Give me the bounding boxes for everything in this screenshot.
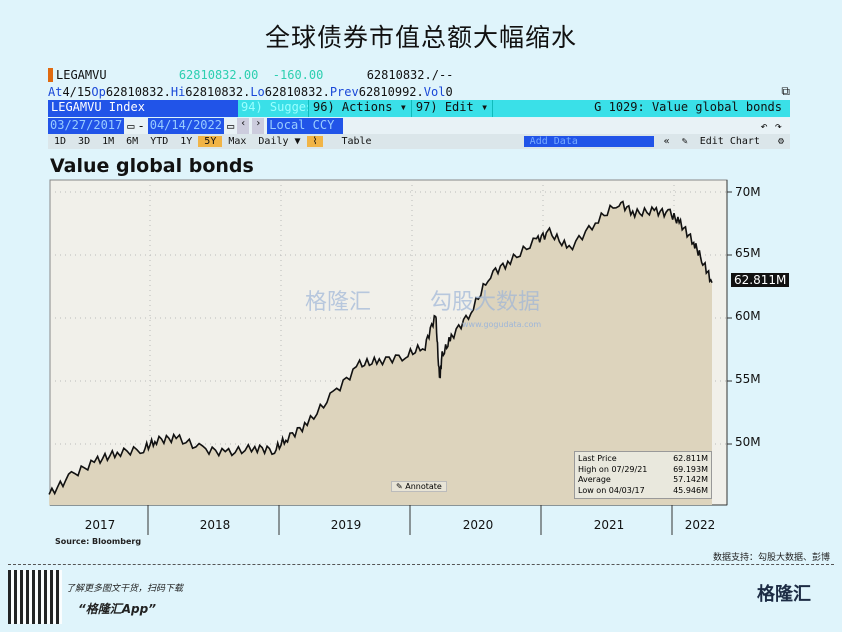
- legend-item: High on 07/29/21 69.193M: [578, 464, 708, 474]
- command-bar: LEGAMVU Index 94) Suggested Charts 96) A…: [48, 100, 790, 117]
- y-tick-label: 55M: [735, 372, 761, 386]
- suggested-charts-button[interactable]: 94) Suggested Charts: [238, 100, 308, 117]
- last-price: 62810832.00: [178, 67, 259, 82]
- vol-value: 0: [445, 84, 453, 99]
- at-value: 4/15: [62, 84, 92, 99]
- undo-icon[interactable]: ↶ ↷: [760, 119, 782, 133]
- legend-item: Low on 04/03/17 45.946M: [578, 485, 708, 495]
- y-tick-label: 50M: [735, 435, 761, 449]
- watermark-brand-2: 勾股大数据: [430, 290, 541, 315]
- period-1d[interactable]: 1D: [54, 136, 67, 147]
- chart-legend: Last Price 62.811M High on 07/29/21 69.193…: [574, 451, 712, 499]
- y-tick-label: 70M: [735, 185, 761, 199]
- at-label: At: [48, 84, 63, 99]
- divider: [8, 564, 834, 565]
- lo-value: 62810832.: [264, 84, 330, 99]
- add-data-input[interactable]: Add Data: [523, 136, 654, 147]
- period-row: 1D 3D 1M 6M YTD 1Y 5Y Max Daily ▼ ⌇ Tabl…: [48, 134, 790, 149]
- index-field[interactable]: LEGAMVU Index: [48, 100, 238, 117]
- last-value-label: 62.811M: [731, 273, 790, 287]
- annotate-label: Annotate: [405, 482, 442, 491]
- lo-label: Lo: [250, 84, 265, 99]
- ticker-symbol: LEGAMVU: [56, 67, 107, 82]
- annotate-button[interactable]: ✎ Annotate: [391, 481, 447, 492]
- x-tick-label: 2021: [593, 518, 625, 532]
- x-tick-label: 2020: [462, 518, 494, 532]
- period-ytd[interactable]: YTD: [150, 136, 169, 147]
- start-date-input[interactable]: 03/27/2017: [48, 118, 125, 134]
- bloomberg-terminal-panel: LEGAMVU 62810832.00 -160.00 62810832./--…: [48, 66, 790, 149]
- ticker-marker: [48, 67, 53, 82]
- end-date-input[interactable]: 04/14/2022: [147, 118, 224, 134]
- x-tick-label: 2018: [199, 518, 231, 532]
- period-max[interactable]: Max: [228, 136, 247, 147]
- chart-type-icon[interactable]: ⌇: [306, 136, 324, 147]
- legend-item: Last Price 62.811M: [578, 454, 708, 463]
- watermark-brand: 格隆汇: [305, 290, 372, 315]
- prev-value: 62810992.: [358, 84, 424, 99]
- y-tick-label: 65M: [735, 246, 761, 260]
- period-3d[interactable]: 3D: [78, 136, 91, 147]
- series-line: [48, 200, 713, 496]
- data-support: 数据支持：勾股大数据、彭博: [712, 553, 830, 563]
- chart-source: Source: Bloomberg: [55, 537, 142, 546]
- page-title: 全球债券市值总额大幅缩水: [264, 23, 577, 52]
- x-tick-label: 2017: [84, 518, 116, 532]
- edit-menu[interactable]: 97) Edit ▾: [410, 100, 493, 117]
- y-tick-label: 60M: [735, 309, 761, 323]
- app-name: “格隆汇App”: [78, 602, 156, 616]
- actions-menu[interactable]: 96) Actions ▾: [308, 100, 411, 117]
- period-6m[interactable]: 6M: [126, 136, 139, 147]
- op-value: 62810832.: [105, 84, 171, 99]
- period-5y[interactable]: 5Y: [198, 136, 223, 147]
- table-button[interactable]: Table: [341, 136, 372, 147]
- x-tick-label: 2019: [330, 518, 362, 532]
- hi-value: 62810832.: [185, 84, 251, 99]
- edit-chart-label: Edit Chart: [699, 136, 760, 147]
- price-change: -160.00: [272, 67, 324, 82]
- quote: 62810832./--: [366, 67, 454, 82]
- date-range-row: 03/27/2017 ▭ - 04/14/2022 ▭ ‹ › Local CCY ↶ …: [48, 118, 790, 134]
- hi-label: Hi: [170, 84, 186, 99]
- calendar-icon[interactable]: ▭: [226, 119, 235, 133]
- next-button[interactable]: ›: [252, 118, 265, 134]
- prev-label: Prev: [329, 84, 359, 99]
- ticker-row: LEGAMVU 62810832.00 -160.00 62810832./--: [48, 66, 790, 83]
- watermark-url: www.gogudata.com: [462, 320, 542, 329]
- currency-select[interactable]: Local CCY: [267, 118, 344, 134]
- brand-logo: 格隆汇: [757, 584, 811, 605]
- vol-label: Vol: [423, 84, 446, 99]
- promo-text: 了解更多图文干货，扫码下载: [66, 584, 184, 594]
- edit-chart-button[interactable]: ✎ Edit Chart: [676, 136, 772, 147]
- popout-icon[interactable]: ⧉: [781, 84, 790, 98]
- x-tick-label: 2022: [684, 518, 716, 532]
- quote-row: At 4/15 Op 62810832. Hi 62810832. Lo 628…: [48, 83, 790, 100]
- period-1y[interactable]: 1Y: [180, 136, 193, 147]
- area-fill: [49, 201, 713, 505]
- function-title: G 1029: Value global bonds: [492, 100, 790, 117]
- prev-button[interactable]: ‹: [237, 118, 250, 134]
- frequency-select[interactable]: Daily ▼: [258, 136, 301, 147]
- legend-item: Average 57.142M: [578, 475, 708, 484]
- collapse-icon[interactable]: «: [663, 136, 670, 147]
- op-label: Op: [91, 84, 106, 99]
- qr-code: [8, 570, 62, 624]
- calendar-icon[interactable]: ▭: [127, 119, 135, 133]
- period-1m[interactable]: 1M: [102, 136, 115, 147]
- chart-title: Value global bonds: [50, 155, 254, 177]
- settings-icon[interactable]: ⚙: [777, 136, 784, 147]
